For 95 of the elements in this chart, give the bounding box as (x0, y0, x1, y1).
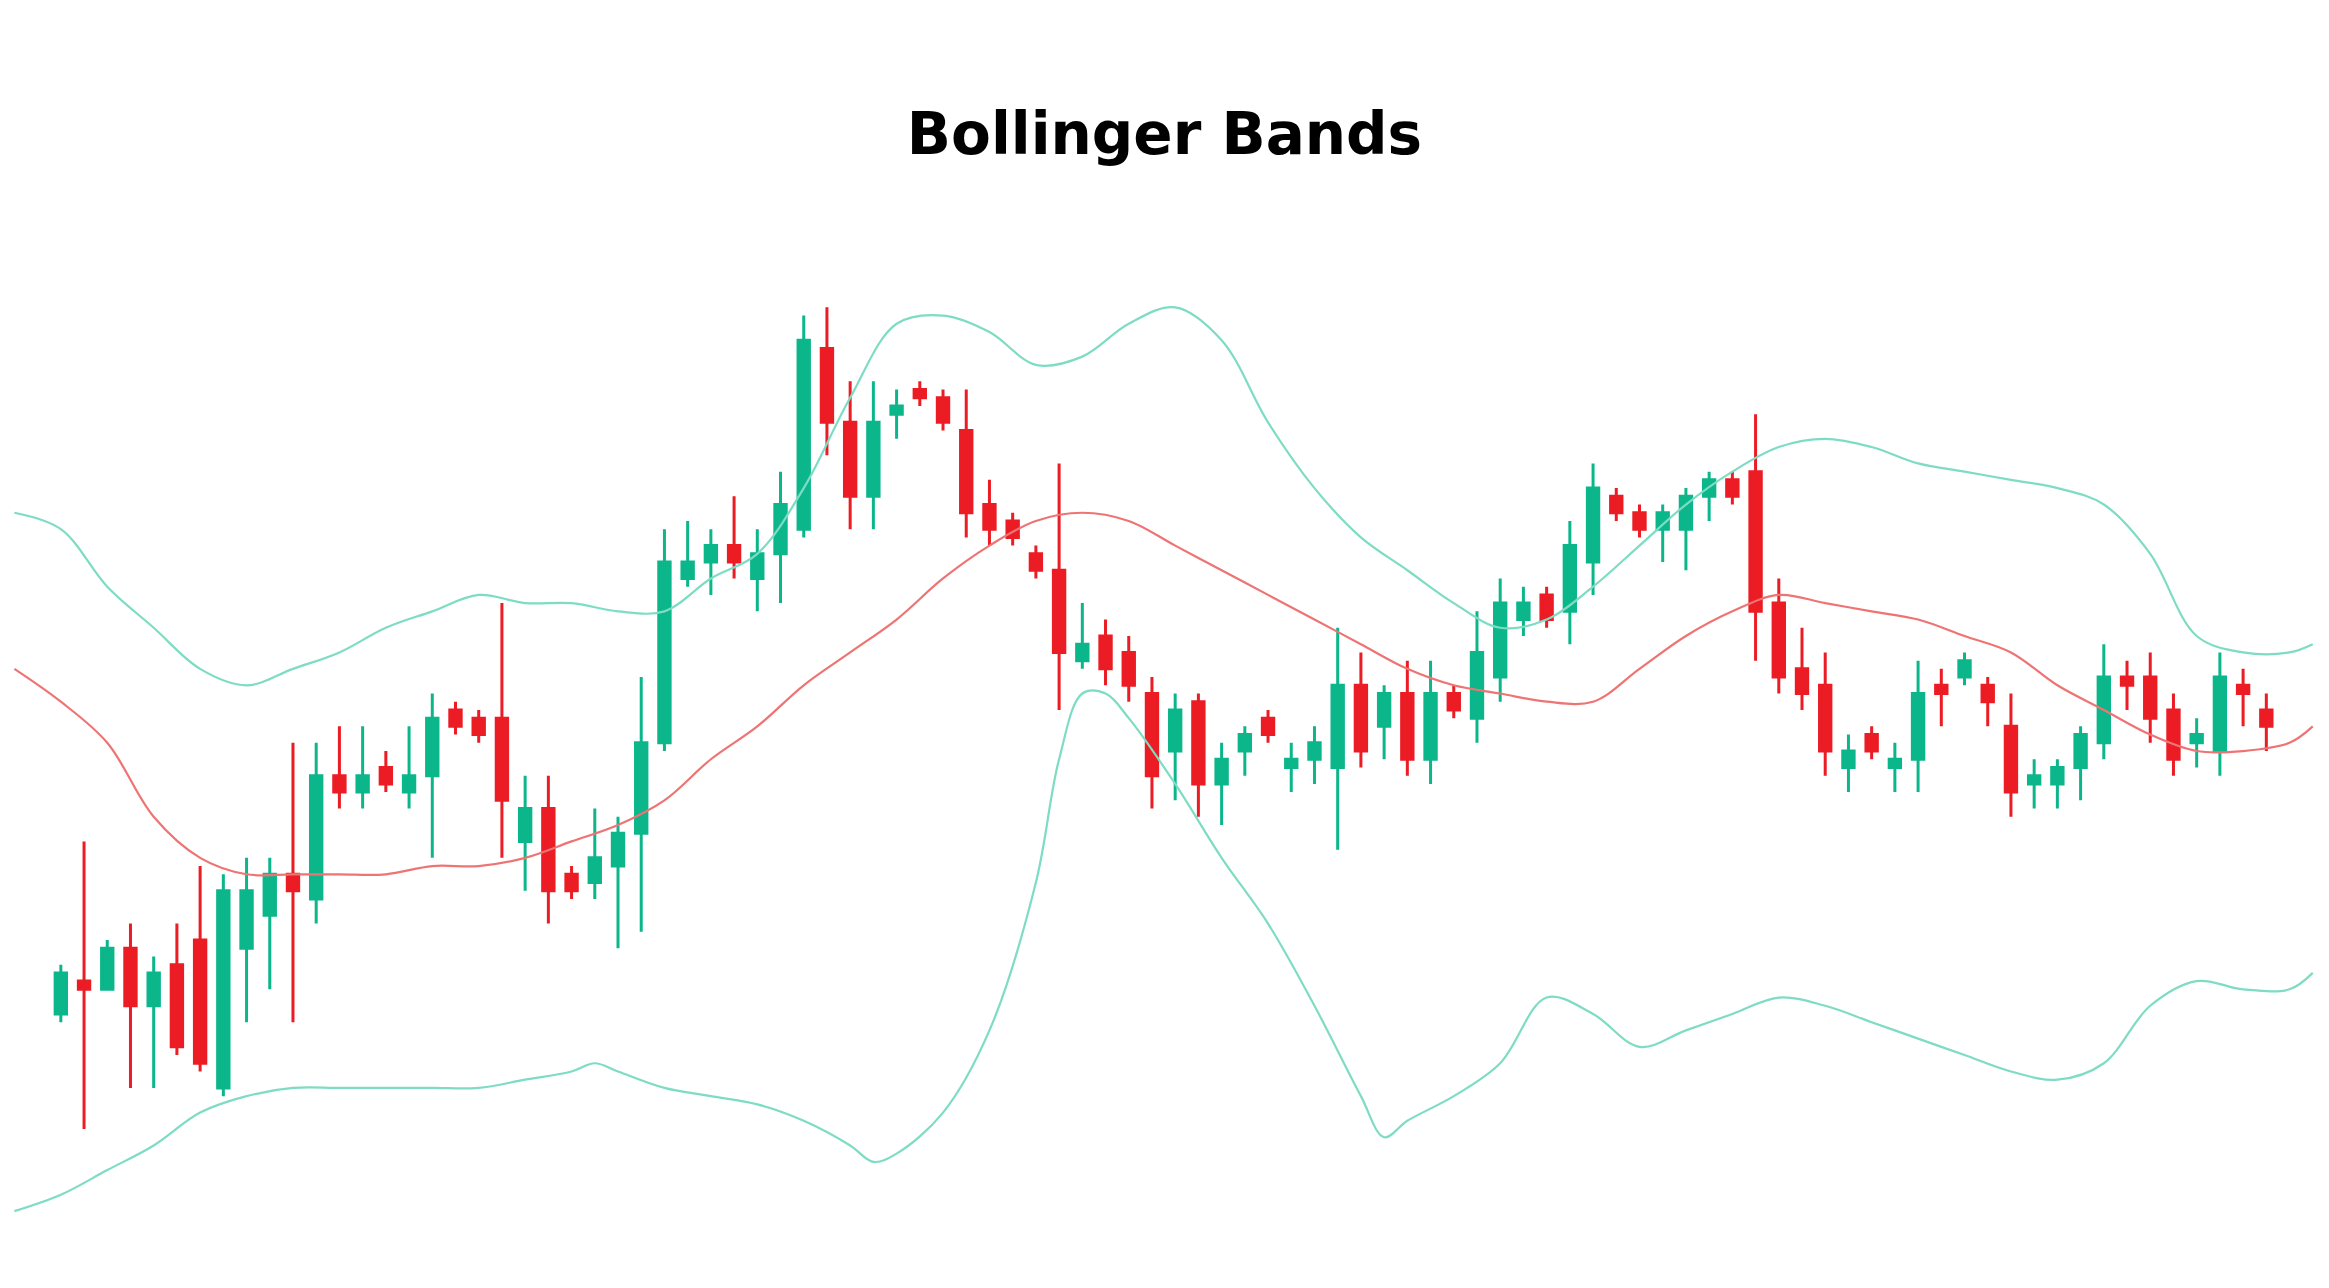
candlestick (1237, 726, 1253, 776)
candlestick (726, 496, 742, 579)
candlestick (1191, 693, 1206, 817)
candlestick (2096, 644, 2111, 760)
candlestick (100, 940, 115, 991)
candlestick (285, 742, 301, 1023)
candlestick (1075, 603, 1090, 669)
candlestick (239, 857, 254, 1023)
candlestick (842, 381, 858, 530)
candlestick (2189, 718, 2204, 768)
candlestick (982, 479, 997, 546)
candlestick (1539, 586, 1554, 628)
candlestick (1400, 660, 1415, 776)
candlestick (1144, 677, 1160, 809)
candlestick (1609, 488, 1624, 521)
candlestick (1864, 726, 1879, 760)
candlestick (1051, 463, 1067, 710)
candlestick (355, 726, 370, 809)
candlestick (912, 381, 927, 406)
candlestick (1678, 488, 1694, 571)
candlestick (889, 389, 904, 439)
candlestick (1167, 693, 1183, 801)
candlestick (773, 471, 788, 604)
candlestick (1516, 586, 1531, 636)
candlestick (192, 866, 208, 1072)
candlestick (401, 726, 417, 809)
candlestick (657, 529, 672, 752)
candlestick (1446, 685, 1461, 719)
candlestick (1632, 504, 1647, 538)
candlestick (262, 857, 277, 990)
candlestick (564, 866, 579, 899)
candlestick (819, 307, 835, 456)
candlestick (866, 381, 881, 530)
candlestick (1957, 652, 1972, 686)
candlestick (2212, 652, 2228, 776)
candlestick (634, 677, 649, 932)
candlestick (1562, 520, 1578, 645)
candlestick (1330, 627, 1345, 850)
candlestick (448, 701, 463, 735)
candlestick (750, 529, 765, 612)
candlestick (1376, 685, 1392, 760)
candlestick (1585, 463, 1601, 595)
chart-title: Bollinger Bands (906, 100, 1423, 169)
candlestick (541, 775, 556, 924)
candlestick (332, 726, 347, 809)
candlestick (1260, 709, 1276, 743)
candlestick (1353, 652, 1369, 768)
candlestick (1794, 627, 1810, 710)
candlestick (1493, 578, 1508, 702)
candlestick (169, 923, 185, 1056)
candlestick (494, 603, 510, 858)
candlestick (1887, 742, 1903, 793)
candlestick (2235, 668, 2251, 727)
candlestick (935, 389, 951, 431)
candlestick (53, 964, 69, 1023)
candlestick (2143, 652, 2158, 743)
candlestick (123, 923, 138, 1088)
candlestick (1284, 742, 1299, 793)
candlestick (517, 775, 533, 891)
candlestick (378, 751, 394, 793)
candlestick (1934, 668, 1949, 727)
candlestick (703, 529, 719, 595)
candlestick (1910, 660, 1926, 793)
candlestick (1748, 414, 1763, 661)
candlestick (76, 841, 92, 1129)
candlestick (309, 742, 324, 924)
candlestick (2026, 759, 2042, 809)
candlestick (680, 520, 695, 587)
candlestick (1121, 635, 1136, 702)
candlestick (2003, 693, 2019, 817)
candlestick (471, 709, 486, 743)
candlestick (2259, 693, 2274, 752)
candlestick (2119, 660, 2135, 710)
candlestick (1423, 660, 1438, 784)
candlestick (2050, 759, 2065, 809)
candlestick (1098, 619, 1113, 686)
candlestick (1818, 652, 1833, 776)
candlestick (1307, 726, 1322, 784)
candlestick (587, 808, 602, 899)
candlestick (216, 874, 231, 1097)
candlestick (146, 956, 161, 1088)
candlestick (959, 389, 974, 538)
candlestick (1725, 471, 1740, 505)
candlestick (2073, 726, 2088, 801)
candlestick (796, 315, 811, 538)
candlestick (1841, 734, 1856, 793)
candlestick (1469, 611, 1485, 743)
candlestick (1214, 742, 1229, 825)
candlestick (2166, 693, 2181, 776)
candlestick (1028, 545, 1044, 579)
candlestick (1980, 677, 1995, 727)
candlestick (610, 816, 626, 949)
candlestick (1771, 578, 1786, 694)
candlestick (425, 693, 440, 858)
candlestick (1655, 504, 1670, 563)
